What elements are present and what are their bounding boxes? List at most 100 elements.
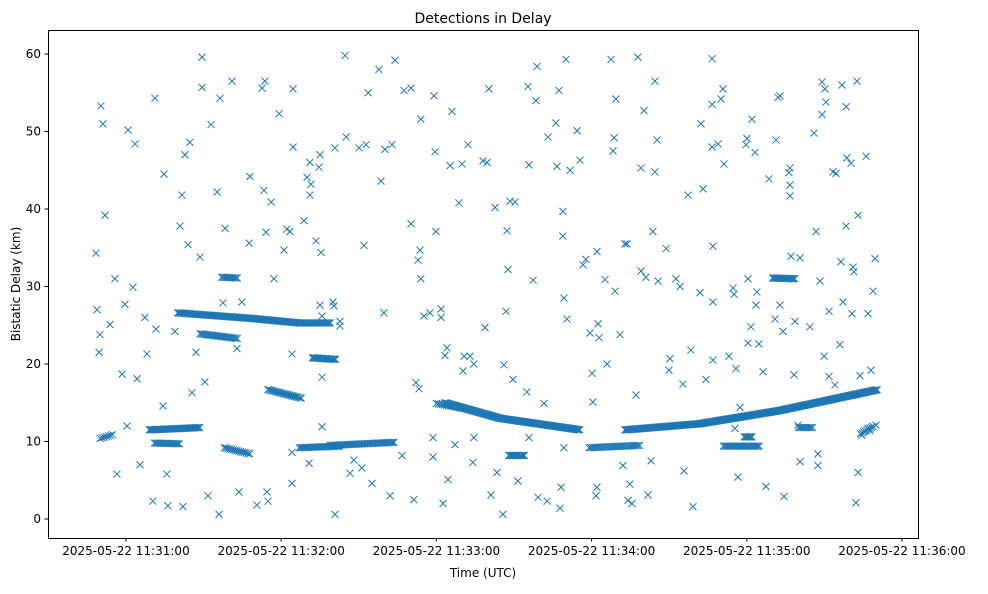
data-point: [307, 180, 315, 189]
data-point: [506, 197, 514, 206]
data-point: [582, 255, 590, 264]
track-point: [871, 386, 879, 395]
track-point: [193, 423, 201, 432]
data-point: [246, 172, 254, 181]
data-point: [556, 504, 564, 513]
track-point: [322, 319, 331, 327]
track-point: [745, 433, 754, 441]
data-point: [697, 119, 705, 128]
data-point: [342, 133, 350, 141]
data-point: [297, 394, 305, 402]
data-point: [791, 317, 799, 326]
track-point: [330, 355, 339, 364]
data-point: [318, 312, 326, 320]
data-point: [560, 443, 568, 452]
data-point: [264, 497, 272, 506]
data-point: [470, 360, 478, 368]
data-point: [509, 375, 517, 384]
data-point: [151, 94, 159, 103]
data-point: [709, 298, 717, 306]
track-point: [746, 433, 755, 441]
data-point: [843, 154, 851, 162]
track-point: [325, 319, 333, 327]
data-point: [306, 158, 314, 167]
data-point: [318, 422, 326, 431]
data-point: [858, 431, 866, 440]
track-point: [265, 386, 274, 394]
track-point: [572, 425, 581, 434]
data-point: [179, 502, 187, 511]
data-point: [201, 377, 209, 386]
data-point: [245, 239, 253, 247]
data-point: [483, 158, 491, 167]
track-point: [282, 390, 291, 399]
data-point: [525, 160, 533, 169]
data-point: [420, 312, 428, 320]
data-point: [437, 305, 445, 313]
data-point: [862, 152, 870, 161]
data-point: [118, 370, 126, 378]
data-point: [820, 352, 828, 361]
data-point: [432, 227, 440, 236]
data-point: [869, 287, 877, 296]
data-point: [99, 119, 107, 128]
data-point: [441, 351, 449, 360]
data-point: [437, 313, 445, 322]
y-tick-label: 10: [26, 435, 41, 449]
data-point: [443, 343, 451, 352]
data-point: [717, 95, 725, 103]
data-point: [429, 433, 437, 442]
data-point: [589, 398, 597, 406]
data-point: [485, 85, 493, 93]
data-point: [611, 287, 619, 296]
track-point: [231, 274, 240, 282]
chart-title: Detections in Delay: [414, 11, 551, 27]
data-point: [164, 501, 172, 510]
data-point: [152, 325, 160, 333]
data-point: [259, 186, 268, 195]
data-point: [316, 301, 324, 309]
data-point: [637, 164, 645, 172]
data-point: [470, 433, 478, 442]
data-point: [123, 422, 131, 430]
data-point: [776, 92, 784, 100]
data-point: [113, 470, 121, 478]
data-point: [491, 203, 499, 212]
track-point: [284, 390, 293, 399]
plot-frame: [48, 30, 919, 539]
data-point: [188, 388, 196, 397]
y-tick-label: 20: [26, 357, 41, 371]
data-point: [714, 140, 722, 148]
track-point: [233, 274, 242, 282]
data-point: [331, 510, 339, 519]
data-point: [762, 482, 770, 491]
data-point: [439, 499, 447, 508]
data-point: [856, 371, 864, 380]
track-point: [753, 442, 762, 451]
data-point: [812, 227, 820, 236]
data-point: [640, 106, 648, 115]
data-point: [849, 263, 857, 271]
data-point: [786, 191, 794, 200]
data-point: [854, 468, 862, 477]
data-point: [381, 145, 389, 154]
data-point: [407, 219, 415, 228]
data-point: [149, 497, 157, 506]
data-point: [500, 360, 508, 369]
track-point: [808, 423, 817, 432]
track-point: [233, 334, 242, 343]
data-point: [555, 86, 563, 95]
track-point: [755, 442, 764, 451]
track-point: [457, 404, 466, 412]
data-point: [680, 467, 688, 475]
data-point: [662, 244, 670, 253]
data-point: [816, 277, 824, 285]
track-point: [748, 433, 756, 441]
track-point: [288, 392, 297, 400]
data-point: [529, 276, 537, 285]
data-point: [794, 421, 802, 430]
x-tick-label: 2025-05-22 11:35:00: [683, 544, 810, 558]
data-point: [448, 107, 456, 116]
data-point: [825, 307, 833, 316]
data-point: [593, 247, 601, 256]
